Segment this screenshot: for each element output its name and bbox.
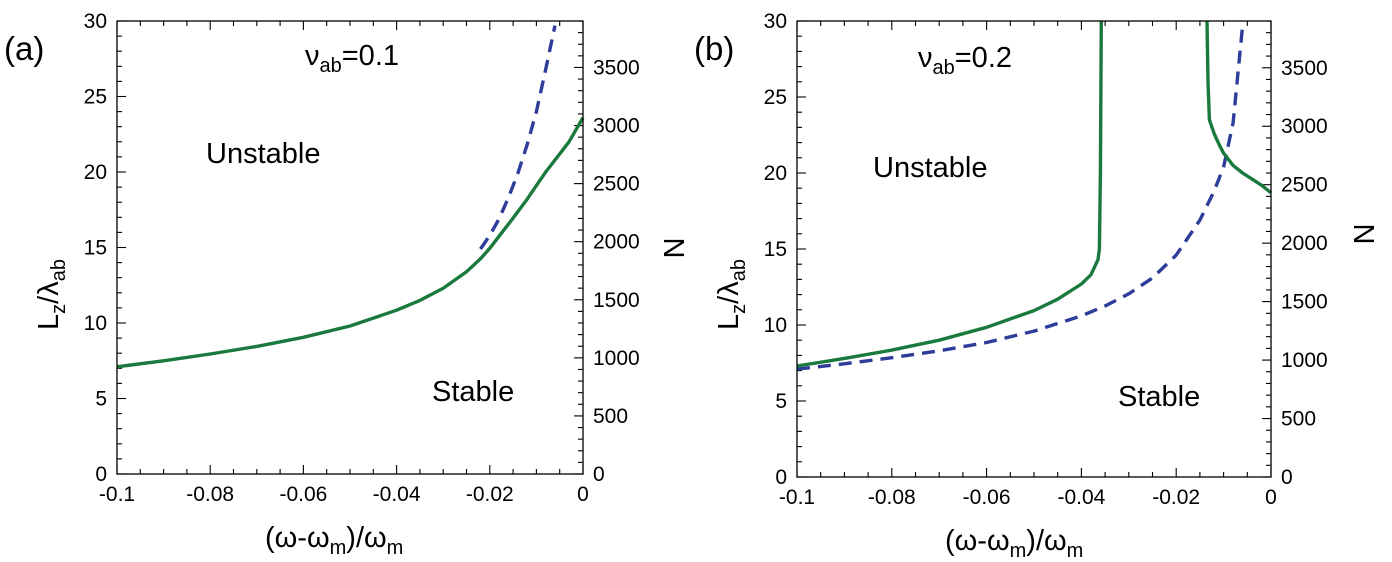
y-tick-label: 5 bbox=[775, 390, 787, 413]
panel-label: (a) bbox=[4, 30, 44, 67]
y2-tick-label: 1500 bbox=[593, 289, 640, 312]
y2-tick-label: 3500 bbox=[1281, 57, 1328, 80]
tick-labels-layer: -0.1 -0.08 -0.06 -0.04 -0.02 0051015202530050… bbox=[764, 10, 1328, 509]
x-tick-label: -0.08 bbox=[186, 483, 234, 506]
x-tick-label: -0.06 bbox=[279, 483, 327, 506]
x-tick-label: -0.06 bbox=[963, 486, 1011, 509]
x-tick-label: -0.04 bbox=[373, 483, 421, 506]
y-tick-label: 30 bbox=[764, 10, 787, 33]
y2-axis-title: N bbox=[657, 238, 689, 259]
y2-tick-label: 1000 bbox=[593, 347, 640, 370]
y-tick-label: 5 bbox=[95, 388, 107, 411]
region-label-unstable: Unstable bbox=[206, 138, 320, 170]
y2-tick-label: 0 bbox=[593, 463, 605, 486]
x-tick-label: 0 bbox=[1265, 486, 1277, 509]
parameter-annotation: νab=0.2 bbox=[918, 42, 1012, 79]
x-tick-label: -0.02 bbox=[466, 483, 514, 506]
x-axis-title: (ω-ωm)/ωm bbox=[945, 525, 1083, 562]
x-tick-label: -0.1 bbox=[99, 483, 135, 506]
series-line-dashed bbox=[796, 25, 1245, 371]
plot-frame bbox=[116, 20, 584, 475]
y-tick-label: 20 bbox=[764, 162, 787, 185]
y-axis-title: Lz/λab bbox=[713, 259, 750, 330]
x-tick-label: -0.02 bbox=[1152, 486, 1200, 509]
panel-label: (b) bbox=[694, 30, 734, 67]
series-line-solid-right bbox=[1205, 20, 1273, 195]
series-line-dashed bbox=[479, 25, 557, 250]
y2-tick-label: 3000 bbox=[593, 115, 640, 138]
x-axis-title: (ω-ωm)/ωm bbox=[265, 522, 403, 559]
series-line-solid-left bbox=[796, 20, 1104, 368]
y-tick-label: 15 bbox=[764, 238, 787, 261]
y2-tick-label: 1000 bbox=[1281, 349, 1328, 372]
series-layer bbox=[116, 25, 585, 369]
panel-a: (a) -0.1 -0.08 -0.06 -0.04 -0.02 005101520253… bbox=[4, 10, 689, 559]
ticks-group bbox=[796, 20, 1272, 478]
region-label-stable: Stable bbox=[1118, 381, 1200, 413]
y2-axis-title: N bbox=[1347, 224, 1379, 245]
y2-tick-label: 2000 bbox=[593, 231, 640, 254]
y-tick-label: 20 bbox=[84, 161, 107, 184]
ticks-group bbox=[116, 20, 584, 475]
y-axis-title: Lz/λab bbox=[33, 259, 70, 330]
y2-tick-label: 3500 bbox=[593, 56, 640, 79]
y-tick-label: 10 bbox=[764, 314, 787, 337]
y2-tick-label: 500 bbox=[593, 405, 628, 428]
y-tick-label: 10 bbox=[84, 312, 107, 335]
y2-tick-label: 3000 bbox=[1281, 115, 1328, 138]
y-tick-label: 30 bbox=[84, 10, 107, 33]
tick-labels-layer: -0.1 -0.08 -0.06 -0.04 -0.02 0051015202530050… bbox=[84, 10, 640, 506]
region-label-stable: Stable bbox=[432, 376, 514, 408]
region-label-unstable: Unstable bbox=[873, 152, 987, 184]
y-tick-label: 25 bbox=[764, 86, 787, 109]
y-tick-label: 0 bbox=[95, 463, 107, 486]
parameter-annotation: νab=0.1 bbox=[305, 40, 399, 77]
x-tick-label: -0.04 bbox=[1057, 486, 1105, 509]
y2-tick-label: 1500 bbox=[1281, 291, 1328, 314]
y-tick-label: 15 bbox=[84, 237, 107, 260]
series-line-solid bbox=[116, 116, 585, 369]
x-tick-label: 0 bbox=[577, 483, 589, 506]
x-tick-label: -0.1 bbox=[779, 486, 815, 509]
y2-tick-label: 2000 bbox=[1281, 232, 1328, 255]
y2-tick-label: 2500 bbox=[593, 173, 640, 196]
y-tick-label: 0 bbox=[775, 466, 787, 489]
plot-frame bbox=[796, 20, 1272, 478]
y2-tick-label: 0 bbox=[1281, 466, 1293, 489]
series-layer bbox=[796, 20, 1273, 371]
y-tick-label: 25 bbox=[84, 86, 107, 109]
x-tick-label: -0.08 bbox=[868, 486, 916, 509]
y2-tick-label: 2500 bbox=[1281, 174, 1328, 197]
panel-b: (b) -0.1 -0.08 -0.06 -0.04 -0.02 005101520253… bbox=[694, 10, 1379, 562]
y2-tick-label: 500 bbox=[1281, 408, 1316, 431]
